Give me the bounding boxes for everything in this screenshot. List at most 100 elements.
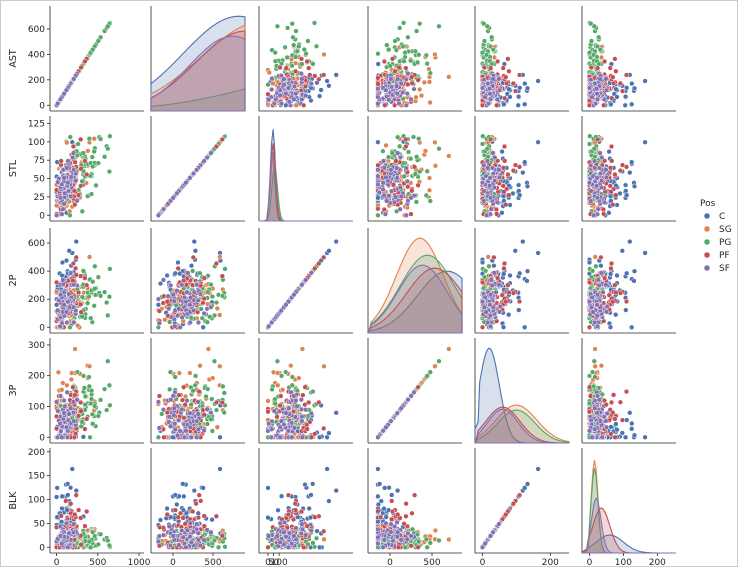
point-sf xyxy=(603,282,609,288)
point-sf xyxy=(400,89,406,96)
point-sf xyxy=(599,154,605,161)
point-sf xyxy=(586,85,593,91)
kde-panel-ast xyxy=(150,15,246,112)
point-sf xyxy=(590,309,596,315)
point-pg xyxy=(84,300,91,306)
point-sf xyxy=(376,189,382,196)
point-c xyxy=(522,159,528,165)
point-pg xyxy=(82,401,88,408)
point-pf xyxy=(82,426,88,432)
point-c xyxy=(631,278,637,284)
point-pg xyxy=(412,171,418,177)
point-sf xyxy=(382,211,389,217)
point-pg xyxy=(593,263,599,269)
point-c xyxy=(316,93,323,99)
point-c xyxy=(326,83,332,89)
point-pf xyxy=(503,299,509,305)
point-pf xyxy=(78,301,84,308)
point-c xyxy=(515,93,522,100)
point-sf xyxy=(375,86,381,92)
point-sf xyxy=(603,87,610,93)
point-sf xyxy=(68,405,74,411)
point-sf xyxy=(595,206,601,212)
point-sf xyxy=(603,76,609,82)
point-sf xyxy=(170,292,176,298)
point-pg xyxy=(380,148,386,154)
point-sf xyxy=(487,292,494,298)
point-sf xyxy=(588,198,594,204)
point-pg xyxy=(397,143,403,149)
point-pf xyxy=(292,68,299,74)
point-sf xyxy=(61,302,67,308)
point-pg xyxy=(416,52,422,58)
point-pg xyxy=(79,313,85,320)
point-sf xyxy=(283,91,289,97)
point-sf xyxy=(68,193,74,200)
point-sf xyxy=(70,304,77,310)
point-sg xyxy=(592,254,598,260)
point-pf xyxy=(304,58,310,65)
point-sf xyxy=(594,175,600,181)
point-pg xyxy=(272,49,278,56)
scatter-panel-ast-3p xyxy=(375,20,452,108)
point-pf xyxy=(608,143,615,150)
point-pf xyxy=(389,56,396,62)
point-c xyxy=(607,324,614,330)
point-pf xyxy=(403,136,409,143)
point-pf xyxy=(612,282,618,288)
point-c xyxy=(177,271,183,277)
point-pg xyxy=(101,386,108,392)
point-c xyxy=(524,268,531,274)
point-pg xyxy=(190,268,196,274)
point-c xyxy=(627,169,633,176)
point-sf xyxy=(298,70,304,77)
point-c xyxy=(642,139,648,145)
point-c xyxy=(507,94,513,100)
point-sf xyxy=(408,195,414,201)
point-c xyxy=(624,192,630,198)
point-pf xyxy=(78,136,84,143)
point-pg xyxy=(90,421,96,427)
point-pf xyxy=(213,143,220,150)
point-sf xyxy=(57,393,64,399)
point-sf xyxy=(487,175,493,181)
point-c xyxy=(622,93,629,100)
point-pg xyxy=(97,397,104,403)
point-sf xyxy=(191,289,198,295)
point-sf xyxy=(393,165,400,171)
point-sf xyxy=(496,174,503,181)
point-pf xyxy=(306,65,312,71)
point-c xyxy=(501,101,507,108)
point-pf xyxy=(82,275,88,281)
point-c xyxy=(375,195,381,201)
point-c xyxy=(516,188,522,194)
point-sf xyxy=(61,175,67,181)
point-sf xyxy=(397,154,404,161)
point-c xyxy=(324,78,330,84)
point-pf xyxy=(409,188,415,194)
point-pf xyxy=(301,102,307,108)
point-c xyxy=(164,272,170,279)
point-sf xyxy=(386,97,392,103)
point-pf xyxy=(82,58,88,65)
point-pf xyxy=(411,164,418,170)
point-pg xyxy=(490,46,496,53)
point-pf xyxy=(82,158,88,164)
point-sg xyxy=(86,363,93,369)
point-sf xyxy=(269,319,275,326)
point-c xyxy=(622,182,629,188)
point-pf xyxy=(479,279,486,286)
point-pg xyxy=(284,54,290,61)
point-sf xyxy=(155,296,162,302)
point-sf xyxy=(179,282,185,288)
point-sf xyxy=(187,302,193,308)
point-pf xyxy=(612,56,618,62)
point-sg xyxy=(413,94,419,100)
point-pf xyxy=(84,416,90,422)
point-sf xyxy=(61,397,67,404)
point-pg xyxy=(489,34,495,40)
point-pf xyxy=(493,206,500,213)
kde-panel-stl xyxy=(259,129,353,222)
point-pf xyxy=(601,58,608,65)
